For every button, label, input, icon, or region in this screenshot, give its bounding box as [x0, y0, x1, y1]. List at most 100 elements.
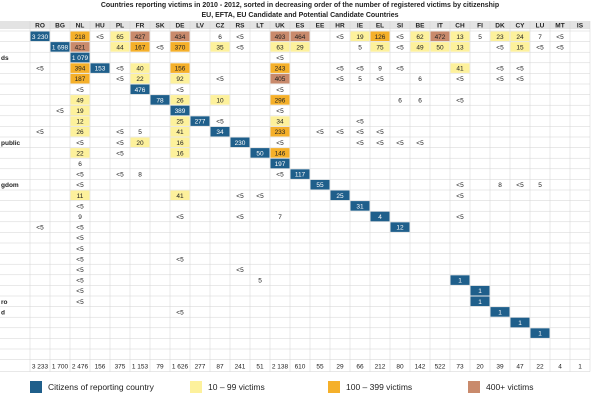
chart-subtitle: EU, EFTA, EU Candidate and Potential Can…	[201, 12, 399, 19]
cell-value: 6	[78, 161, 82, 168]
cell-value: <5	[36, 66, 44, 73]
cell-value: 493	[275, 34, 286, 41]
cell-value: <5	[456, 182, 464, 189]
column-total: 3 233	[32, 364, 49, 371]
cell-value: 19	[76, 108, 84, 115]
cell-value: <5	[76, 299, 84, 306]
cell-fill	[110, 42, 130, 52]
cell-value: 24	[516, 34, 524, 41]
cell-value: <5	[516, 66, 524, 73]
cell-value: 7	[538, 34, 542, 41]
cell-value: 15	[516, 44, 524, 51]
column-header-lt: LT	[256, 23, 263, 30]
cell-fill	[170, 31, 190, 42]
cell-value: <5	[176, 87, 184, 94]
cell-value: <5	[216, 119, 224, 126]
cell-value: 12	[396, 225, 404, 232]
cell-value: 230	[235, 140, 246, 147]
column-header-ee: EE	[316, 23, 325, 30]
cell-value: 35	[216, 44, 224, 51]
cell-value: 16	[176, 150, 184, 157]
cell-value: 389	[175, 108, 186, 115]
cell-value: 472	[435, 34, 446, 41]
cell-fill	[470, 296, 490, 307]
cell-value: 464	[295, 34, 306, 41]
column-header-hr: HR	[335, 23, 345, 30]
cell-value: <5	[276, 87, 284, 94]
cell-value: <5	[76, 172, 84, 179]
cell-fill	[210, 95, 230, 105]
cell-value: 296	[275, 97, 286, 104]
column-total: 51	[256, 364, 264, 371]
cell-fill	[170, 63, 190, 73]
cell-fill	[170, 148, 190, 158]
chart-title: Countries reporting victims in 2010 - 20…	[100, 2, 500, 9]
cell-fill	[170, 42, 190, 52]
cell-value: 8	[498, 182, 502, 189]
cell-fill	[430, 42, 450, 52]
cell-value: <5	[176, 256, 184, 263]
row-label: d	[1, 309, 5, 316]
column-total: 80	[396, 364, 404, 371]
column-total: 1	[578, 364, 582, 371]
cell-value: 23	[496, 34, 504, 41]
cell-value: <5	[556, 44, 564, 51]
legend-swatch	[468, 381, 480, 393]
cell-value: <5	[176, 214, 184, 221]
column-total: 55	[316, 364, 324, 371]
cell-fill	[70, 105, 90, 116]
cell-value: 146	[275, 150, 286, 157]
cell-fill	[70, 126, 90, 137]
cell-fill	[450, 42, 470, 52]
cell-value: 421	[75, 44, 86, 51]
cell-fill	[450, 31, 470, 42]
cell-value: 427	[135, 34, 146, 41]
cell-value: <5	[236, 214, 244, 221]
cell-value: 5	[138, 129, 142, 136]
cell-value: 153	[95, 66, 106, 73]
cell-value: <5	[156, 44, 164, 51]
cell-value: 92	[176, 76, 184, 83]
column-header-de: DE	[175, 23, 185, 30]
legend-swatch	[30, 381, 42, 393]
cell-fill	[70, 31, 90, 42]
column-header-dk: DK	[495, 23, 505, 30]
cell-value: 22	[76, 150, 84, 157]
cell-fill	[270, 73, 290, 84]
cell-value: 20	[136, 140, 144, 147]
cell-value: <5	[416, 140, 424, 147]
column-header-ie: IE	[357, 23, 364, 30]
cell-value: <5	[76, 256, 84, 263]
cell-value: <5	[276, 172, 284, 179]
cell-fill	[270, 126, 290, 137]
legend-label: Citizens of reporting country	[48, 382, 154, 392]
cell-fill	[270, 42, 290, 52]
cell-value: <5	[496, 76, 504, 83]
column-total: 22	[536, 364, 544, 371]
cell-value: 34	[276, 119, 284, 126]
cell-value: 1	[538, 331, 542, 338]
column-total: 66	[356, 364, 364, 371]
cell-fill	[210, 42, 230, 52]
cell-value: <5	[76, 235, 84, 242]
column-header-pl: PL	[116, 23, 124, 30]
cell-value: 78	[156, 97, 164, 104]
cell-fill	[130, 73, 150, 84]
legend-swatch	[328, 381, 340, 393]
cell-value: 8	[138, 172, 142, 179]
cell-fill	[430, 31, 450, 42]
cell-value: <5	[316, 129, 324, 136]
cell-value: 9	[78, 214, 82, 221]
column-total: 277	[195, 364, 206, 371]
column-total: 2 138	[272, 364, 289, 371]
cell-fill	[170, 137, 190, 148]
cell-value: 405	[275, 76, 286, 83]
cell-fill	[490, 31, 510, 42]
cell-value: 370	[175, 44, 186, 51]
cell-fill	[450, 63, 470, 73]
cell-value: 5	[538, 182, 542, 189]
cell-value: <5	[516, 182, 524, 189]
column-total: 142	[415, 364, 426, 371]
